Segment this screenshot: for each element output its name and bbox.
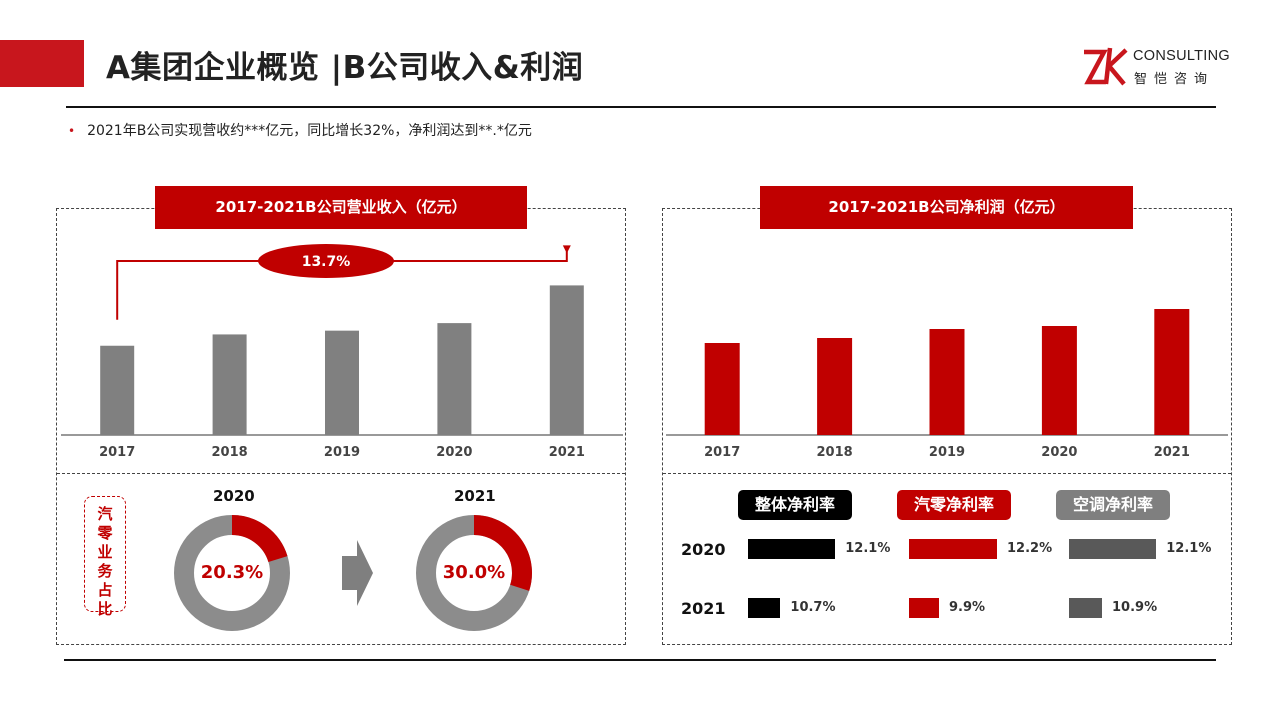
page-title: A集团企业概览 |B公司收入&利润 bbox=[106, 50, 584, 86]
logo-text-cn: 智恺咨询 bbox=[1134, 72, 1215, 87]
legend-overall-margin: 整体净利率 bbox=[738, 490, 852, 520]
revenue-bar bbox=[325, 330, 359, 435]
revenue-tick-label: 2018 bbox=[212, 445, 248, 460]
margin-row-year-2020: 2020 bbox=[681, 540, 726, 559]
profit-tick-label: 2020 bbox=[1041, 445, 1077, 460]
cagr-arrow-head-icon bbox=[562, 245, 571, 254]
margin-value-label: 10.9% bbox=[1112, 600, 1158, 615]
margin-bar bbox=[1069, 539, 1157, 559]
revenue-panel-divider bbox=[57, 473, 625, 474]
donut-transition-arrow-icon bbox=[342, 540, 373, 606]
logo: CONSULTING 智恺咨询 bbox=[1082, 44, 1234, 88]
margin-value-label: 12.1% bbox=[845, 541, 891, 556]
header-accent-bar bbox=[0, 40, 84, 87]
profit-bar bbox=[1041, 326, 1077, 435]
profit-tick-label: 2018 bbox=[817, 445, 853, 460]
revenue-bar bbox=[437, 323, 472, 435]
summary-text: 2021年B公司实现营收约***亿元，同比增长32%，净利润达到**.*亿元 bbox=[87, 123, 532, 139]
margin-value-label: 12.2% bbox=[1007, 541, 1053, 556]
header-divider bbox=[66, 106, 1216, 108]
legend-auto-parts-margin: 汽零净利率 bbox=[897, 490, 1011, 520]
revenue-tick-label: 2021 bbox=[549, 445, 585, 460]
revenue-bar bbox=[212, 334, 247, 435]
profit-tick-label: 2017 bbox=[704, 445, 740, 460]
revenue-bar bbox=[549, 285, 584, 435]
revenue-tick-label: 2019 bbox=[324, 445, 360, 460]
profit-bar bbox=[704, 343, 740, 435]
profit-panel-divider bbox=[663, 473, 1231, 474]
revenue-chart-title: 2017-2021B公司营业收入（亿元） bbox=[155, 186, 527, 229]
donut-year-2020: 2020 bbox=[213, 487, 255, 505]
legend-ac-margin: 空调净利率 bbox=[1056, 490, 1170, 520]
margin-bar bbox=[748, 539, 836, 559]
profit-tick-label: 2019 bbox=[929, 445, 965, 460]
profit-tick-label: 2021 bbox=[1154, 445, 1190, 460]
revenue-tick-label: 2020 bbox=[436, 445, 472, 460]
footer-divider bbox=[64, 659, 1216, 661]
cagr-value: 13.7% bbox=[302, 254, 351, 270]
donut-2020-slice bbox=[231, 515, 288, 563]
revenue-tick-label: 2017 bbox=[99, 445, 135, 460]
revenue-bar bbox=[100, 345, 135, 435]
logo-text-en: CONSULTING bbox=[1133, 48, 1230, 64]
auto-parts-share-label-text: 汽零业务占比 bbox=[97, 505, 113, 618]
margin-value-label: 9.9% bbox=[949, 600, 986, 615]
profit-bar bbox=[817, 338, 853, 435]
margin-bar bbox=[909, 598, 939, 618]
margin-value-label: 12.1% bbox=[1166, 541, 1212, 556]
margin-bar bbox=[748, 598, 781, 618]
donut-value-2021: 30.0% bbox=[442, 562, 506, 583]
summary-bullet: • 2021年B公司实现营收约***亿元，同比增长32%，净利润达到**.*亿元 bbox=[68, 120, 532, 140]
donut-value-2020: 20.3% bbox=[200, 562, 264, 583]
margin-bar bbox=[909, 539, 997, 559]
margin-value-label: 10.7% bbox=[790, 600, 836, 615]
cagr-badge bbox=[258, 244, 394, 278]
auto-parts-share-label: 汽零业务占比 bbox=[84, 496, 126, 618]
profit-bar bbox=[929, 329, 965, 435]
profit-chart-title: 2017-2021B公司净利润（亿元） bbox=[760, 186, 1133, 229]
zk-logo-icon bbox=[1084, 47, 1128, 86]
margin-row-year-2021: 2021 bbox=[681, 599, 726, 618]
bullet-icon: • bbox=[68, 124, 76, 138]
margin-bar bbox=[1069, 598, 1103, 618]
donut-year-2021: 2021 bbox=[454, 487, 496, 505]
donut-2021-slice bbox=[473, 515, 532, 591]
profit-bar bbox=[1154, 309, 1190, 435]
